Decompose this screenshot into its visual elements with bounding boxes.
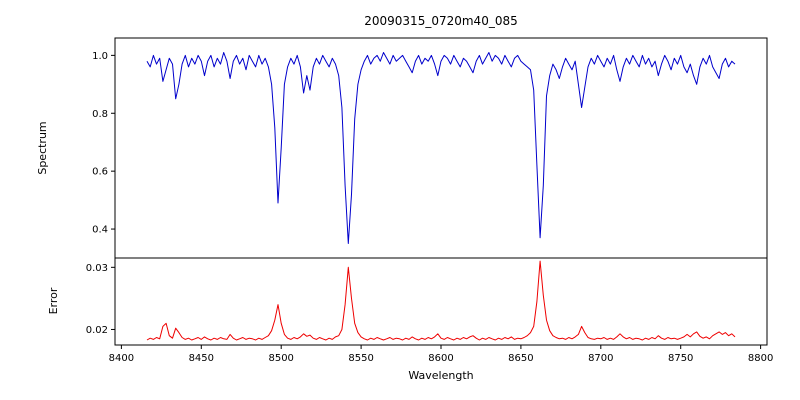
x-tick-label: 8750 [668, 353, 693, 364]
x-tick-label: 8700 [588, 353, 613, 364]
y-axis-label-spectrum: Spectrum [36, 121, 49, 174]
x-tick-label: 8650 [508, 353, 533, 364]
x-tick-label: 8400 [109, 353, 134, 364]
spectrum-panel-border [114, 37, 768, 259]
spectrum-line-group [146, 52, 736, 244]
error-panel-border [114, 257, 768, 346]
y-tick-label: 0.6 [92, 167, 108, 178]
spectrum-line [146, 52, 736, 244]
chart-title: 20090315_0720m40_085 [364, 14, 517, 28]
x-tick-label: 8450 [189, 353, 214, 364]
x-tick-label: 8800 [748, 353, 773, 364]
error-line-group [146, 260, 736, 341]
x-tick-label: 8500 [268, 353, 293, 364]
y-tick-label: 1.0 [92, 51, 108, 62]
x-tick-label: 8550 [348, 353, 373, 364]
error-line [146, 260, 736, 341]
y-tick-label: 0.03 [86, 263, 108, 274]
axis-ticks: 0.4 0.6 0.8 1.0 0.02 0.03 8400 8450 8500 8550 8600… [86, 51, 774, 364]
x-tick-label: 8600 [428, 353, 453, 364]
y-tick-label: 0.02 [86, 325, 108, 336]
x-axis-label: Wavelength [408, 369, 473, 382]
y-tick-label: 0.8 [92, 109, 108, 120]
y-tick-label: 0.4 [92, 225, 108, 236]
y-axis-label-error: Error [47, 287, 60, 314]
